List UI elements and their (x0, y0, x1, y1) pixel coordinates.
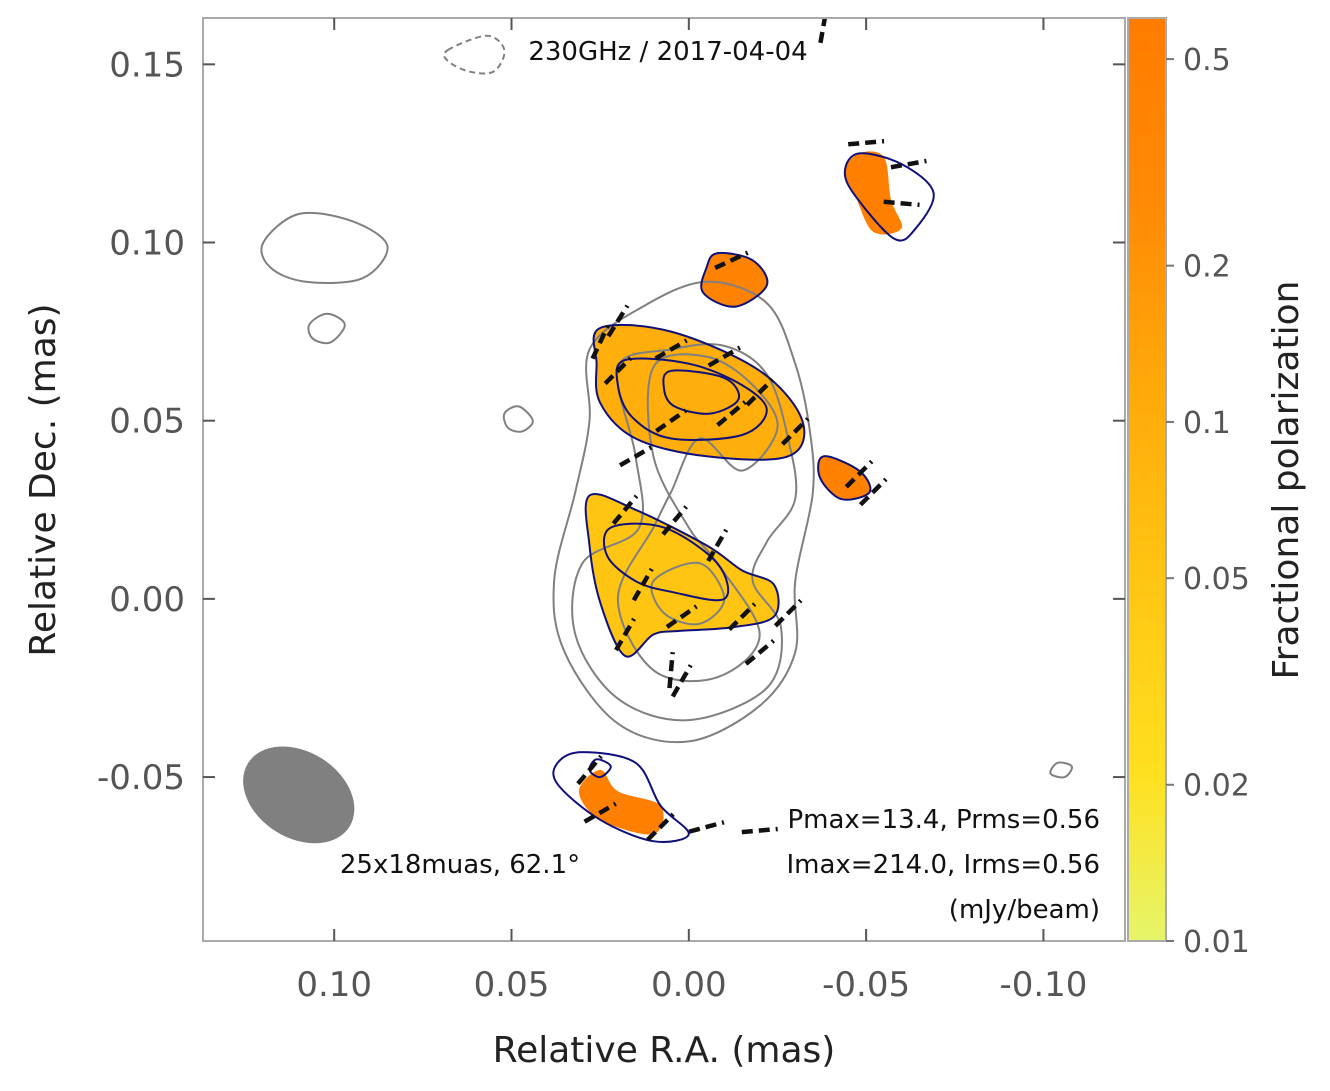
stats-line-3: (mJy/beam) (949, 895, 1100, 925)
beam-ellipse (243, 746, 355, 844)
evpa-tick (745, 377, 775, 407)
evpa-tick (688, 820, 725, 834)
x-tick-label: -0.05 (822, 965, 910, 1005)
total-intensity-contour (307, 312, 346, 345)
colorbar-gradient (1127, 17, 1167, 942)
evpa-tick (654, 338, 688, 361)
colorbar-tick-label: 0.1 (1183, 406, 1231, 441)
polarized-intensity-contour (552, 751, 690, 843)
colorbar-tick-label: 0.05 (1183, 562, 1250, 597)
colorbar-ticks: 0.01 0.02 0.05 0.1 0.2 0.5 (1166, 43, 1250, 960)
evpa-tick (707, 345, 741, 368)
evpa-tick (890, 158, 927, 170)
evpa-tick (618, 445, 653, 468)
stats-line-2: Imax=214.0, Irms=0.56 (786, 850, 1100, 880)
evpa-tick (741, 826, 778, 835)
evpa-tick (611, 494, 639, 526)
evpa-tick (665, 604, 698, 629)
x-axis-label: Relative R.A. (mas) (493, 1030, 836, 1071)
evpa-tick (844, 459, 874, 489)
chart-title: 230GHz / 2017-04-04 (528, 37, 807, 67)
fractional-pol-region (578, 769, 664, 835)
total-intensity-contour (502, 405, 534, 433)
plot-frame (202, 17, 1126, 942)
x-tick-labels: 0.10 0.05 0.00 -0.05 -0.10 (296, 965, 1087, 1005)
colorbar-tick-label: 0.02 (1183, 769, 1250, 804)
polarized-intensity-contour (662, 369, 741, 415)
evpa-tick (614, 617, 636, 652)
beam (243, 746, 355, 844)
colorbar-tick-label: 0.2 (1183, 250, 1231, 285)
axis-ticks (203, 18, 1125, 941)
y-axis-label: Relative Dec. (mas) (23, 303, 64, 656)
total-intensity-contour (552, 280, 815, 744)
evpa-tick (848, 138, 885, 147)
fractional-polarization-fills (578, 151, 903, 835)
plot-area: 230GHz / 2017-04-04 25x18muas, 62.1° Pma… (202, 17, 1126, 942)
evpa-tick (670, 664, 693, 698)
x-tick-label: 0.00 (651, 965, 727, 1005)
evpa-tick (858, 477, 888, 507)
evpa-tick (646, 812, 675, 842)
evpa-tick (603, 356, 633, 386)
evpa-tick (818, 18, 828, 44)
evpa-tick (590, 325, 610, 360)
evpa-tick (883, 199, 920, 208)
polarized-intensity-contour (592, 323, 806, 461)
evpa-tick (744, 639, 775, 666)
y-tick-label: 0.00 (109, 580, 185, 620)
total-intensity-contour (571, 343, 798, 722)
colorbar: 0.01 0.02 0.05 0.1 0.2 0.5 Fractional polariz… (1127, 17, 1307, 960)
y-tick-label: 0.05 (109, 402, 185, 442)
beam-label: 25x18muas, 62.1° (340, 850, 580, 880)
evpa-tick (706, 528, 729, 563)
evpa-tick (606, 304, 630, 338)
evpa-tick (667, 652, 675, 689)
total-intensity-contour (260, 211, 389, 284)
fractional-pol-region (844, 151, 903, 235)
evpa-ticks (576, 18, 927, 842)
evpa-tick (583, 801, 617, 824)
polarized-intensity-contour (615, 357, 768, 441)
evpa-tick (576, 754, 603, 786)
evpa-tick (773, 598, 803, 628)
colorbar-tick-label: 0.01 (1183, 925, 1250, 960)
evpa-tick (780, 417, 810, 446)
x-tick-label: 0.10 (296, 965, 372, 1005)
polarized-intensity-contour (700, 251, 769, 308)
negative-intensity-contour (442, 34, 506, 75)
evpa-tick (655, 408, 688, 433)
x-tick-label: -0.10 (999, 965, 1087, 1005)
total-intensity-contour (650, 561, 726, 626)
y-tick-label: 0.15 (109, 45, 185, 85)
total-intensity-contour (1049, 761, 1073, 779)
polarized-intensity-contour (817, 455, 872, 501)
x-tick-label: 0.05 (474, 965, 550, 1005)
evpa-tick (727, 602, 757, 632)
y-tick-labels: 0.15 0.10 0.05 0.00 -0.05 (97, 45, 185, 798)
stats-line-1: Pmax=13.4, Prms=0.56 (787, 805, 1100, 835)
evpa-tick (661, 505, 688, 536)
evpa-tick (716, 400, 747, 427)
polarized-intensity-contour (843, 152, 935, 242)
colorbar-tick-label: 0.5 (1183, 43, 1231, 78)
evpa-tick (714, 250, 749, 270)
evpa-tick (631, 567, 654, 602)
polarized-intensity-contours (552, 152, 935, 843)
y-tick-label: 0.10 (109, 224, 185, 264)
y-tick-label: -0.05 (97, 758, 185, 798)
colorbar-label: Fractional polarization (1266, 281, 1307, 680)
fractional-pol-region (818, 456, 871, 500)
